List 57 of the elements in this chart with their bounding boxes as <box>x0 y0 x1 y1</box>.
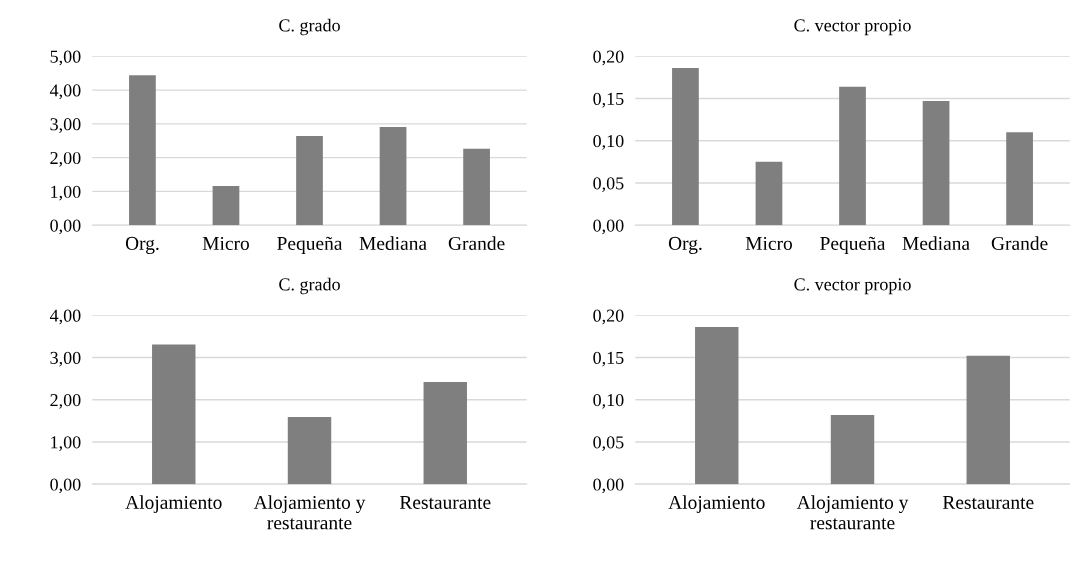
y-tick-label: 2,00 <box>50 393 81 409</box>
bar <box>463 148 490 226</box>
x-tick-label: Micro <box>202 236 249 250</box>
bar <box>212 186 240 226</box>
bar <box>839 86 866 226</box>
y-tick-label: 0,00 <box>593 478 624 494</box>
y-tick-label: 4,00 <box>49 84 81 100</box>
bar <box>1006 132 1033 226</box>
bar <box>152 344 196 485</box>
bar <box>379 126 407 226</box>
y-tick-label: 0,05 <box>593 177 624 193</box>
bar <box>966 355 1010 485</box>
y-tick-label: 2,00 <box>50 151 81 167</box>
y-tick-label: 3,00 <box>50 351 81 367</box>
x-tick-label: Restaurante <box>399 496 491 509</box>
bar <box>672 68 699 226</box>
chart-title: C. grado <box>279 18 340 36</box>
y-tick-label: 1,00 <box>51 185 81 201</box>
y-tick-label: 0,00 <box>593 219 624 235</box>
x-tick-label: Alojamiento y restaurante <box>796 495 909 530</box>
bar <box>296 136 323 226</box>
x-tick-label: Org. <box>125 236 159 254</box>
bar <box>129 75 156 226</box>
bar <box>423 382 467 485</box>
x-tick-label: Org. <box>668 236 702 254</box>
x-tick-label: Restaurante <box>942 496 1034 509</box>
bar <box>922 101 950 226</box>
x-tick-label: Mediana <box>902 236 970 250</box>
bar <box>695 327 739 485</box>
chart-title: C. vector propio <box>794 19 911 36</box>
y-tick-label: 0,10 <box>593 135 624 150</box>
x-tick-label: Micro <box>745 236 792 250</box>
x-tick-label: Alojamiento <box>125 495 222 513</box>
x-tick-label: Pequeña <box>277 236 343 254</box>
y-tick-label: 5,00 <box>50 50 81 66</box>
y-tick-label: 0,05 <box>593 436 624 451</box>
bar <box>830 414 875 485</box>
y-tick-label: 4,00 <box>49 309 81 325</box>
chart-title: C. vector propio <box>794 278 911 295</box>
y-tick-label: 0,20 <box>593 309 624 325</box>
y-tick-label: 0,00 <box>50 478 81 494</box>
x-tick-label: Mediana <box>359 236 427 250</box>
y-tick-label: 0,10 <box>593 393 624 409</box>
y-tick-label: 3,00 <box>50 118 81 133</box>
y-tick-label: 0,20 <box>593 50 624 66</box>
x-tick-label: Alojamiento y restaurante <box>253 495 366 530</box>
y-tick-label: 0,00 <box>50 219 81 235</box>
y-tick-label: 1,00 <box>51 436 81 451</box>
y-tick-label: 0,15 <box>593 351 624 367</box>
x-tick-label: Grande <box>991 236 1048 250</box>
x-tick-label: Grande <box>448 236 505 250</box>
chart-title: C. grado <box>279 277 340 295</box>
x-tick-label: Alojamiento <box>668 495 765 513</box>
y-tick-label: 0,15 <box>593 92 624 108</box>
bar <box>755 161 783 226</box>
bar <box>287 417 332 485</box>
x-tick-label: Pequeña <box>820 236 886 254</box>
